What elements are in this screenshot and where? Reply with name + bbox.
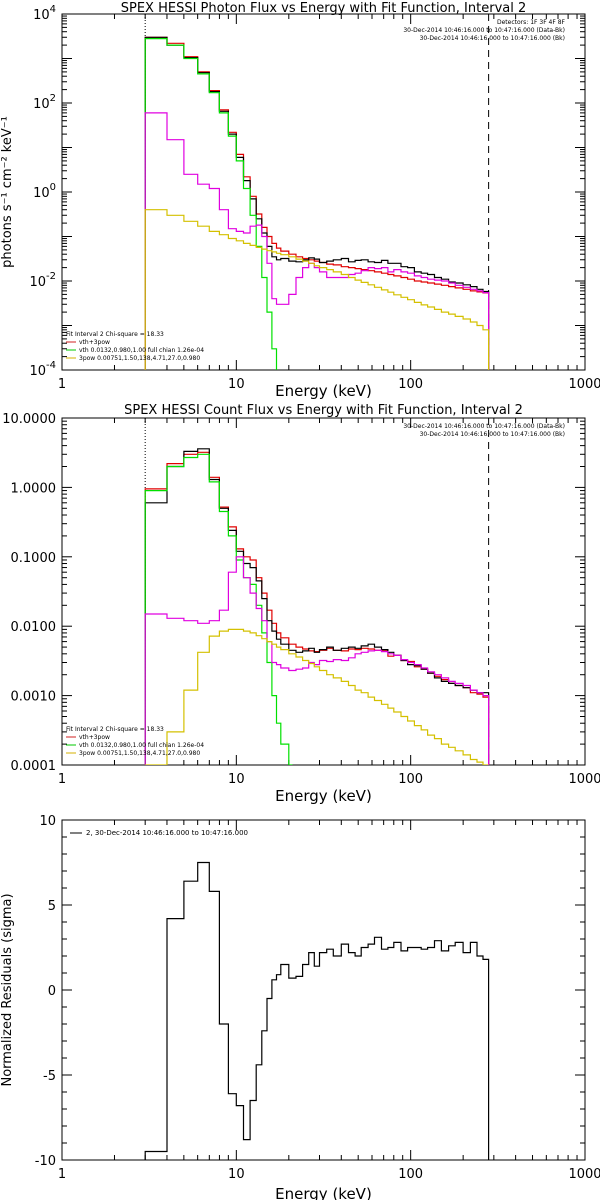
series-vth-3pow bbox=[144, 451, 490, 765]
y-tick-label: 102 bbox=[33, 93, 56, 112]
chart-panel-2: 1 10 100 1000 0.0001 0.0010 0.0100 0.1000 1.0000… bbox=[2, 403, 600, 805]
x-tick-label: 1000 bbox=[568, 772, 600, 787]
x-axis-label: Energy (keV) bbox=[275, 1185, 372, 1200]
x-tick-label: 1 bbox=[58, 1167, 66, 1182]
series-bk bbox=[144, 112, 490, 370]
legend-entry: vth 0.0132,0.980,1.00 full chian 1.26e-0… bbox=[79, 347, 204, 354]
x-tick-label: 1 bbox=[58, 772, 66, 787]
x-tick-label: 100 bbox=[398, 772, 423, 787]
y-tick-label: 0.1000 bbox=[11, 551, 57, 566]
x-tick-label: 10 bbox=[228, 1167, 245, 1182]
y-tick-label: 104 bbox=[33, 4, 56, 23]
y-tick-label: 100 bbox=[33, 182, 56, 201]
y-axis-label: Normalized Residuals (sigma) bbox=[0, 893, 15, 1086]
chart-panel-3: 1 10 100 1000 -10 -5 0 5 10 Energy (keV) Normalize… bbox=[0, 814, 600, 1200]
x-tick-label: 1000 bbox=[568, 1167, 600, 1182]
data-area bbox=[144, 36, 490, 370]
legend-entry: Detectors: 1F 3F 4F 8F bbox=[497, 19, 566, 26]
series-3pow bbox=[144, 209, 490, 370]
chart-title: SPEX HESSI Count Flux vs Energy with Fit… bbox=[124, 403, 523, 418]
y-tick-label: -10 bbox=[35, 1154, 56, 1169]
legend-entry: vth 0.0132,0.980,1.00 full chian 1.26e-0… bbox=[79, 742, 204, 749]
legend-entry: 30-Dec-2014 10:46:16.000 to 10:47:16.000… bbox=[403, 27, 565, 34]
plot-frame bbox=[61, 819, 586, 1161]
legend-entry: 3pow 0.00751,1.50,138,4.71,27.0,0.980 bbox=[79, 750, 200, 757]
x-tick-label: 100 bbox=[398, 377, 423, 392]
legend-entry: 3pow 0.00751,1.50,138,4.71,27.0,0.980 bbox=[79, 355, 200, 362]
y-tick-label: 10.0000 bbox=[2, 412, 56, 427]
legend-entry: 2, 30-Dec-2014 10:46:16.000 to 10:47:16.… bbox=[86, 829, 248, 837]
series-3pow bbox=[145, 628, 489, 765]
data-area bbox=[144, 448, 490, 765]
series-vth-3pow bbox=[144, 36, 490, 370]
series-bk bbox=[144, 556, 490, 765]
x-tick-label: 100 bbox=[398, 1167, 423, 1182]
legend-entry: 30-Dec-2014 10:46:16.000 to 10:47:16.000… bbox=[420, 35, 565, 42]
chart-title: SPEX HESSI Photon Flux vs Energy with Fi… bbox=[121, 1, 527, 16]
chart-panel-1: 1 10 100 1000 10-4 10-2 100 102 104 SPEX HESSI Ph… bbox=[0, 1, 600, 400]
x-axis-label: Energy (keV) bbox=[275, 787, 372, 805]
data-area bbox=[144, 861, 490, 1160]
legend-entry: vth+3pow bbox=[79, 734, 110, 741]
y-tick-label: 0.0001 bbox=[11, 759, 57, 774]
x-tick-label: 10 bbox=[228, 772, 245, 787]
series-data-bk bbox=[144, 448, 490, 765]
legend-entry: 30-Dec-2014 10:46:16.000 to 10:47:16.000… bbox=[403, 423, 565, 430]
plot-frame bbox=[61, 417, 586, 766]
y-tick-label: 5 bbox=[48, 899, 56, 914]
series-residuals bbox=[144, 861, 490, 1160]
series-vth bbox=[144, 38, 278, 370]
x-axis-label: Energy (keV) bbox=[275, 382, 372, 400]
plot-frame bbox=[61, 13, 586, 371]
series-data-bk bbox=[144, 36, 490, 370]
legend-entry: 30-Dec-2014 10:46:16.000 to 10:47:16.000… bbox=[420, 431, 565, 438]
y-tick-label: 0 bbox=[48, 984, 56, 999]
x-tick-label: 1 bbox=[58, 377, 66, 392]
y-tick-label: 10-2 bbox=[29, 271, 56, 290]
y-tick-label: 0.0100 bbox=[11, 620, 57, 635]
y-tick-label: 10-4 bbox=[29, 360, 56, 379]
y-tick-label: 1.0000 bbox=[11, 481, 57, 496]
legend-entry: Fit Interval 2 Chi-square = 18.33 bbox=[66, 331, 164, 338]
y-axis-label: photons s⁻¹ cm⁻² keV⁻¹ bbox=[0, 116, 15, 268]
x-tick-label: 10 bbox=[228, 377, 245, 392]
legend-entry: vth+3pow bbox=[79, 339, 110, 346]
y-tick-label: 0.0010 bbox=[11, 690, 57, 705]
x-tick-label: 1000 bbox=[568, 377, 600, 392]
y-tick-label: 10 bbox=[39, 814, 56, 829]
legend-entry: Fit Interval 2 Chi-square = 18.33 bbox=[66, 726, 164, 733]
y-tick-label: -5 bbox=[43, 1069, 56, 1084]
